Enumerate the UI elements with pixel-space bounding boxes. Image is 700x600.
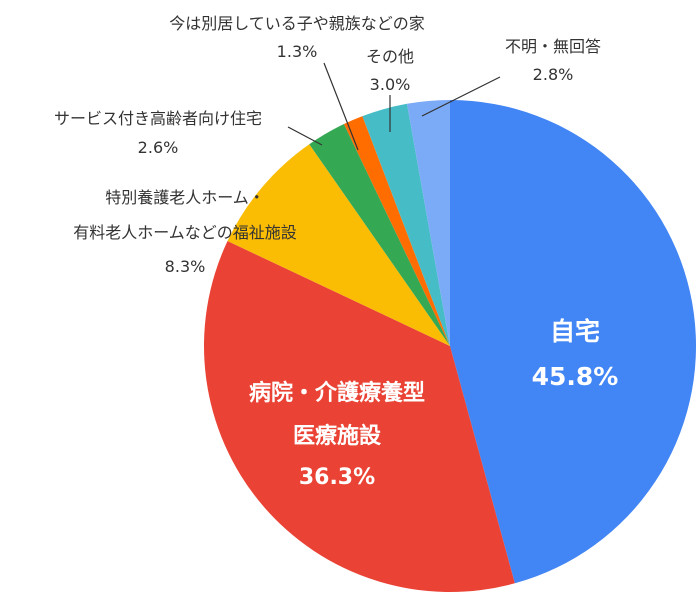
label-serviced-value: 2.6% bbox=[138, 138, 179, 157]
label-unknown-value: 2.8% bbox=[533, 65, 574, 84]
label-relatives-value: 1.3% bbox=[277, 42, 318, 61]
slice-relatives-home bbox=[343, 116, 450, 347]
label-other-value: 3.0% bbox=[370, 75, 411, 94]
label-unknown-name: 不明・無回答 bbox=[505, 37, 601, 56]
label-hospital-name-line1: 病院・介護療養型 bbox=[249, 380, 425, 406]
label-serviced-name: サービス付き高齢者向け住宅 bbox=[54, 109, 262, 128]
label-welfare-value: 8.3% bbox=[165, 257, 206, 276]
label-home-name: 自宅 bbox=[550, 317, 600, 346]
slice-welfare bbox=[227, 144, 450, 346]
pie-slices bbox=[203, 100, 697, 593]
slice-other bbox=[362, 103, 450, 346]
slice-serviced-housing bbox=[309, 124, 450, 346]
label-hospital-value: 36.3% bbox=[299, 465, 375, 490]
label-welfare-name-line2: 有料老人ホームなどの福祉施設 bbox=[73, 223, 297, 242]
label-home-value: 45.8% bbox=[532, 362, 619, 391]
label-hospital-name-line2: 医療施設 bbox=[293, 423, 382, 449]
slice-unknown bbox=[406, 100, 450, 346]
slice-home bbox=[450, 100, 697, 584]
label-relatives-name: 今は別居している子や親族などの家 bbox=[169, 14, 425, 33]
slice-hospital bbox=[203, 241, 515, 593]
leader-relatives-home bbox=[323, 62, 359, 151]
label-other-name: その他 bbox=[366, 47, 414, 66]
leader-serviced-housing bbox=[287, 126, 323, 146]
label-welfare-name-line1: 特別養護老人ホーム・ bbox=[105, 188, 265, 207]
leader-unknown bbox=[421, 76, 501, 117]
